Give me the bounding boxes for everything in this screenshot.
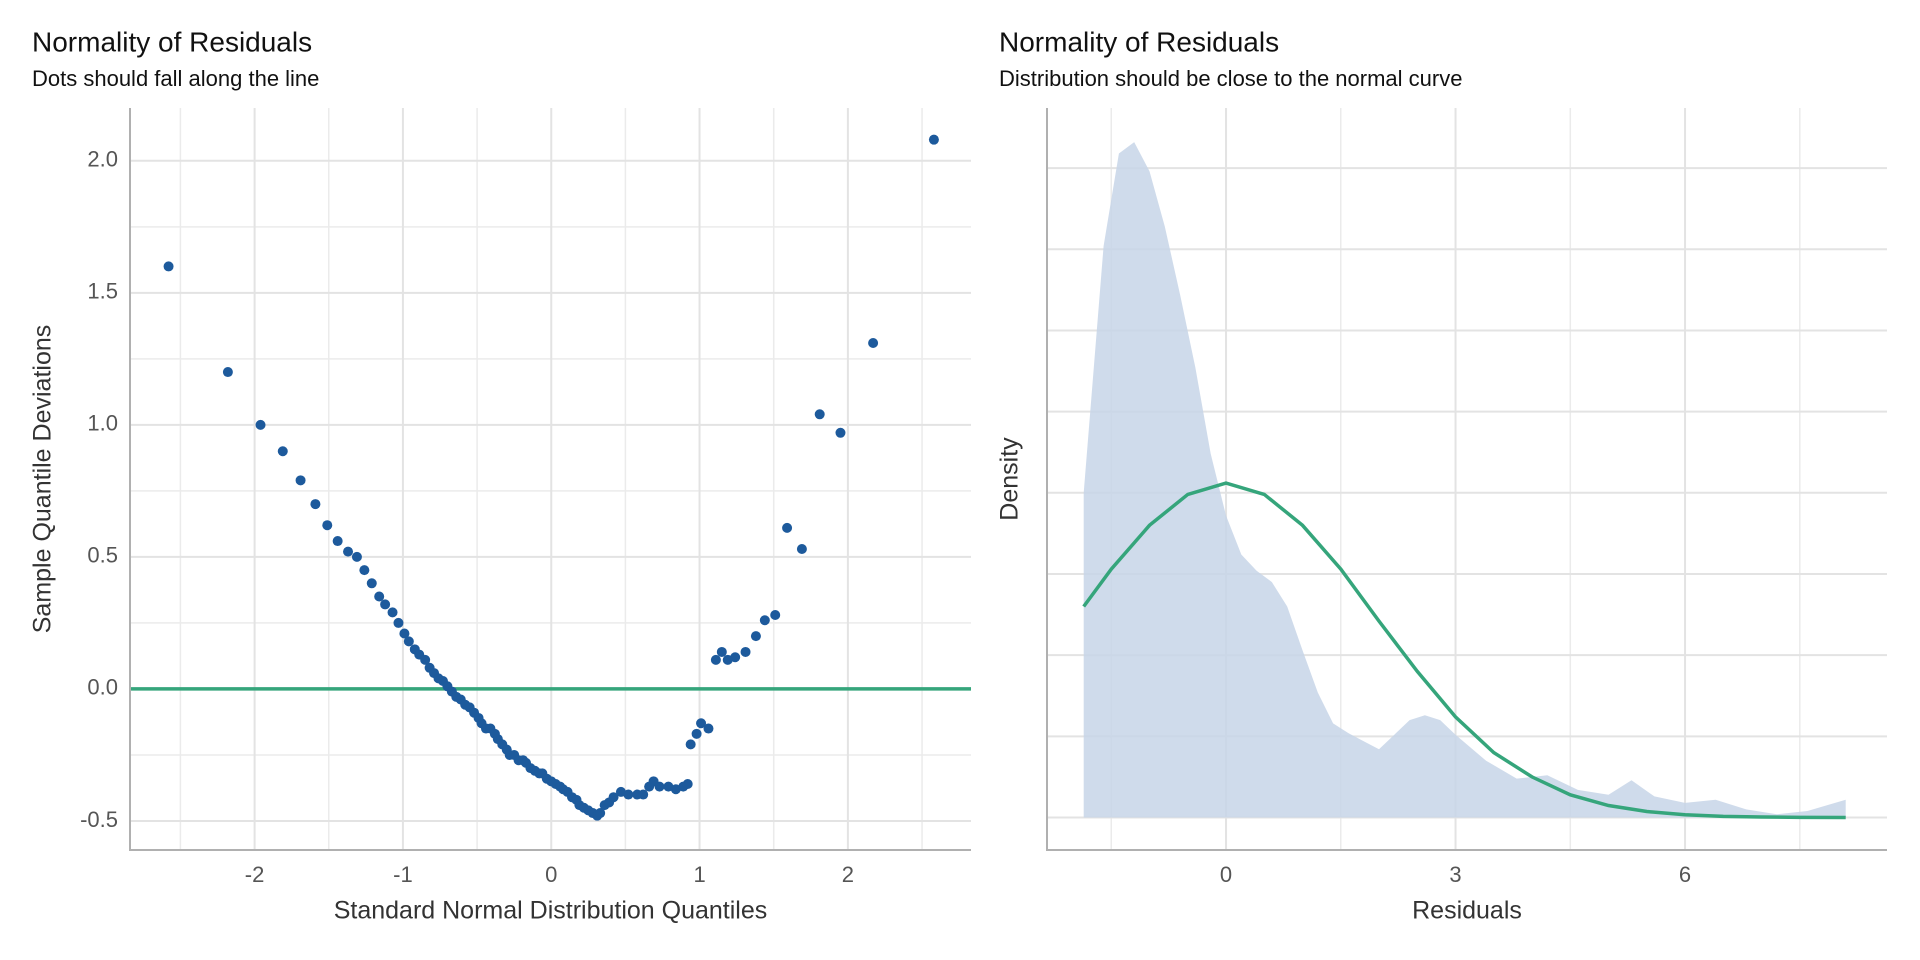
y-tick-label: 1.5: [87, 279, 118, 304]
chart-subtitle: Dots should fall along the line: [32, 66, 319, 91]
point: [716, 646, 727, 657]
x-tick-label: 0: [1220, 862, 1232, 887]
point: [222, 367, 233, 378]
point: [928, 134, 939, 145]
point: [682, 778, 693, 789]
x-tick-label: 6: [1679, 862, 1691, 887]
x-axis-title: Standard Normal Distribution Quantiles: [334, 897, 768, 925]
point: [814, 409, 825, 420]
point: [387, 607, 398, 618]
point: [374, 591, 385, 602]
point: [343, 546, 354, 557]
x-tick-label: 3: [1449, 862, 1461, 887]
point: [399, 628, 410, 639]
y-tick-label: 1.0: [87, 411, 118, 436]
point: [750, 631, 761, 642]
point: [759, 615, 770, 626]
y-tick-label: -0.5: [80, 807, 118, 832]
chart-title: Normality of Residuals: [32, 26, 312, 57]
point: [393, 617, 404, 628]
point: [730, 652, 741, 663]
point: [163, 261, 174, 272]
point: [654, 781, 665, 792]
point: [332, 536, 343, 547]
x-tick-label: 2: [842, 862, 854, 887]
point: [703, 723, 714, 734]
y-tick-label: 2.0: [87, 147, 118, 172]
point: [595, 808, 606, 819]
point: [351, 551, 362, 562]
point: [255, 419, 266, 430]
point: [403, 636, 414, 647]
point: [691, 728, 702, 739]
point: [322, 520, 333, 531]
point: [685, 739, 696, 750]
x-axis-title: Residuals: [1412, 897, 1522, 925]
point: [782, 522, 793, 533]
x-tick-label: 1: [693, 862, 705, 887]
y-tick-label: 0.5: [87, 543, 118, 568]
y-tick-label: 0.0: [87, 675, 118, 700]
point: [835, 427, 846, 438]
x-tick-label: 0: [545, 862, 557, 887]
axis-line: [129, 108, 971, 851]
point: [796, 543, 807, 554]
point: [366, 578, 377, 589]
y-axis-title: Density: [996, 437, 1024, 521]
point: [868, 338, 879, 349]
axis-line: [1046, 108, 1887, 851]
point: [277, 446, 288, 457]
point: [623, 789, 634, 800]
point: [608, 792, 619, 803]
point: [740, 646, 751, 657]
chart-title: Normality of Residuals: [999, 26, 1279, 57]
point: [638, 789, 649, 800]
x-tick-label: -1: [393, 862, 413, 887]
point: [295, 475, 306, 486]
y-axis-title: Sample Quantile Deviations: [29, 325, 57, 634]
point: [770, 609, 781, 620]
x-tick-label: -2: [245, 862, 265, 887]
normal-curve: [1082, 481, 1846, 820]
point: [380, 599, 391, 610]
point: [420, 654, 431, 665]
chart-subtitle: Distribution should be close to the norm…: [999, 66, 1462, 91]
point: [696, 718, 707, 729]
point: [710, 654, 721, 665]
density-area: [1083, 142, 1846, 818]
point: [359, 565, 370, 576]
point: [310, 499, 321, 510]
